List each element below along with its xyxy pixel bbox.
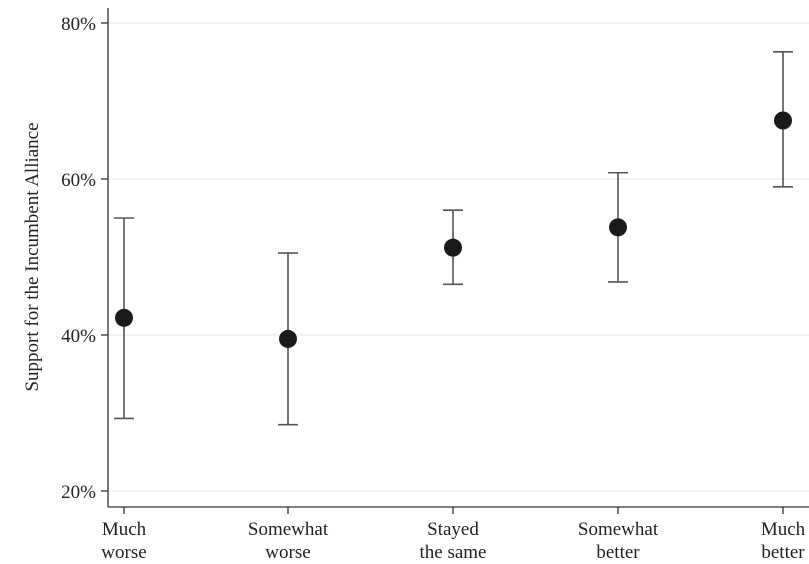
- x-tick-label: better: [596, 542, 640, 563]
- x-tick-label: Stayed: [427, 519, 479, 540]
- x-tick-label: worse: [101, 542, 146, 563]
- data-point: [115, 308, 133, 327]
- y-axis-title: Support for the Incumbent Alliance: [22, 122, 43, 391]
- x-tick-label: worse: [265, 542, 310, 563]
- series: [114, 51, 793, 426]
- data-point-group: [114, 217, 134, 420]
- x-tick-label: Much: [761, 519, 806, 540]
- data-point-group: [278, 252, 298, 426]
- y-tick-label: 40%: [61, 326, 96, 347]
- data-point-group: [443, 209, 463, 286]
- x-tick-label: Somewhat: [578, 519, 659, 540]
- data-point: [609, 218, 627, 237]
- data-point: [774, 111, 792, 130]
- data-point: [279, 329, 297, 348]
- data-point-group: [608, 171, 628, 283]
- data-point: [444, 238, 462, 257]
- x-tick-label: Somewhat: [248, 519, 329, 540]
- x-tick-label: better: [761, 542, 805, 563]
- grid-lines: [108, 22, 809, 492]
- x-tick-label: the same: [419, 542, 486, 563]
- y-tick-label: 20%: [61, 482, 96, 503]
- y-tick-label: 80%: [61, 14, 96, 35]
- data-point-group: [773, 51, 793, 188]
- y-ticks: 20% 40% 60% 80%: [61, 14, 108, 503]
- axes: [107, 8, 809, 508]
- y-tick-label: 60%: [61, 170, 96, 191]
- x-tick-label: Much: [102, 519, 147, 540]
